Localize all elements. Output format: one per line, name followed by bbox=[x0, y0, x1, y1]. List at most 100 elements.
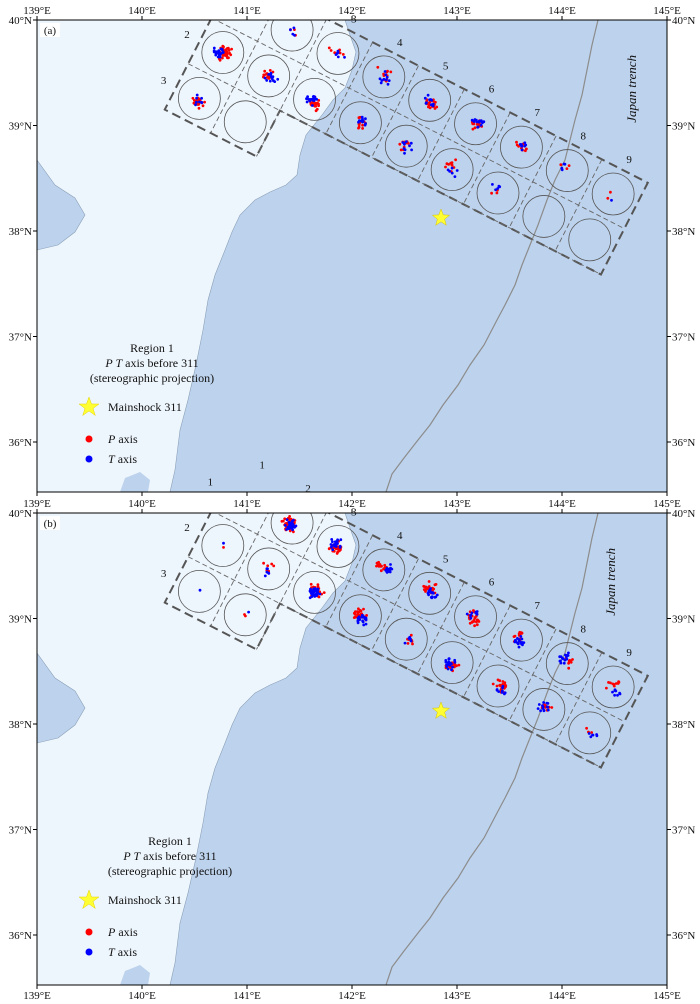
t-axis-point bbox=[382, 77, 386, 81]
t-axis-point bbox=[314, 590, 318, 593]
t-axis-point bbox=[334, 53, 338, 56]
p-axis-point bbox=[283, 517, 287, 521]
stereonet-circle bbox=[454, 102, 497, 146]
p-axis-point bbox=[361, 126, 364, 130]
t-axis-point bbox=[595, 734, 599, 738]
t-axis-point bbox=[330, 538, 334, 541]
col-number: 9 bbox=[626, 154, 632, 166]
t-axis-point bbox=[448, 169, 451, 173]
t-axis-point bbox=[430, 591, 433, 595]
p-axis-point bbox=[362, 607, 365, 611]
t-axis-point bbox=[500, 691, 504, 694]
legend-t-label-a: T axis bbox=[108, 452, 137, 466]
p-axis-point bbox=[292, 530, 295, 534]
p-axis-point bbox=[376, 65, 380, 69]
ticks-a: 139°E 140°E 141°E 142°E 143°E 144°E 145°E40°N 4… bbox=[9, 5, 695, 496]
t-axis-point bbox=[618, 692, 622, 696]
grid-b bbox=[163, 513, 650, 769]
lon-tick-label-top: 139°E bbox=[23, 5, 51, 17]
grid-col-line bbox=[462, 112, 511, 205]
t-axis-point bbox=[356, 621, 360, 625]
stereonet-circle bbox=[201, 31, 245, 74]
stereonet-circle bbox=[293, 570, 336, 614]
lat-tick-label-left: 37°N bbox=[9, 332, 32, 344]
stereonet-circle bbox=[408, 571, 452, 615]
points-b bbox=[198, 515, 622, 739]
col-number: 6 bbox=[489, 84, 495, 96]
t-axis-point bbox=[451, 665, 454, 669]
t-axis-point bbox=[408, 144, 411, 148]
t-axis-point bbox=[336, 51, 340, 54]
p-axis-point bbox=[434, 100, 437, 104]
t-axis-point bbox=[501, 686, 504, 690]
stereonet-circle bbox=[476, 664, 520, 708]
stereonet-circle bbox=[545, 149, 589, 192]
p-axis-point bbox=[503, 681, 507, 685]
legend-t-label-b: T axis bbox=[108, 945, 137, 959]
t-axis-point bbox=[516, 642, 520, 646]
t-axis-point bbox=[447, 657, 451, 661]
grid-row-line bbox=[214, 20, 625, 230]
p-axis-point bbox=[525, 147, 528, 151]
t-axis-point bbox=[332, 543, 336, 546]
p-axis-point bbox=[616, 682, 620, 685]
p-axis-point bbox=[268, 69, 272, 72]
t-axis-point bbox=[221, 51, 225, 54]
stereonet-circle bbox=[201, 524, 245, 567]
grid-col-line bbox=[210, 20, 269, 134]
t-axis-point bbox=[494, 188, 497, 192]
ticks-b: 139°E 139°E 140°E 140°E 141°E 141°E 142°E 142°E… bbox=[9, 498, 696, 1002]
p-axis-point bbox=[471, 620, 474, 624]
t-axis-point bbox=[546, 708, 550, 712]
stereonets-b bbox=[177, 513, 635, 755]
map-b bbox=[37, 513, 667, 985]
t-axis-point bbox=[267, 73, 271, 76]
t-axis-point bbox=[291, 32, 295, 36]
t-axis-point bbox=[290, 520, 294, 523]
lat-tick-label-left: 38°N bbox=[9, 719, 32, 731]
mainshock-star-icon bbox=[431, 701, 451, 719]
land-b bbox=[37, 513, 357, 985]
lat-tick-label-left: 39°N bbox=[9, 121, 32, 133]
col-number: 8 bbox=[580, 624, 586, 636]
peninsula-a bbox=[37, 159, 86, 251]
t-axis-point bbox=[470, 118, 474, 122]
p-axis-point bbox=[450, 163, 454, 167]
row-number: 1 bbox=[208, 476, 214, 488]
t-axis-point bbox=[542, 701, 545, 704]
grid-numbers-b: 1 2 3 1 2 3 4 5 6 7 8 9 bbox=[161, 460, 632, 659]
t-axis-point bbox=[423, 96, 427, 100]
t-axis-point bbox=[318, 592, 322, 596]
t-axis-point bbox=[194, 103, 197, 107]
t-axis-point bbox=[364, 622, 368, 626]
col-number: 3 bbox=[351, 14, 357, 26]
legend-title-italic-a: P T bbox=[104, 356, 123, 370]
t-axis-point bbox=[450, 668, 453, 672]
t-axis-point bbox=[475, 120, 479, 124]
panel-b: 139°E 139°E 140°E 140°E 141°E 141°E 142°E 142°E… bbox=[9, 460, 696, 1002]
p-axis-point bbox=[316, 585, 320, 589]
t-axis-point bbox=[453, 658, 457, 662]
t-axis-point bbox=[361, 619, 364, 623]
t-axis-point bbox=[469, 616, 473, 620]
trench-label-b: Japan trench bbox=[603, 548, 618, 616]
t-axis-point bbox=[542, 709, 546, 713]
t-axis-point bbox=[362, 623, 366, 627]
t-axis-point bbox=[316, 592, 320, 595]
col-number: 2 bbox=[305, 483, 311, 495]
p-axis-point bbox=[475, 623, 479, 627]
legend-p-dot-icon-b bbox=[85, 928, 93, 936]
p-axis-point bbox=[454, 158, 457, 162]
p-axis-point bbox=[496, 678, 500, 682]
t-axis-point bbox=[265, 567, 269, 571]
grid-col-line bbox=[508, 135, 557, 228]
t-axis-point bbox=[343, 55, 346, 59]
stereonet-circle bbox=[522, 688, 566, 731]
t-axis-point bbox=[339, 538, 343, 542]
p-axis-point bbox=[197, 106, 201, 110]
lat-tick-label-right: 40°N bbox=[672, 15, 695, 27]
p-axis-point bbox=[407, 142, 410, 145]
t-axis-point bbox=[269, 73, 273, 76]
p-axis-point bbox=[201, 104, 205, 108]
